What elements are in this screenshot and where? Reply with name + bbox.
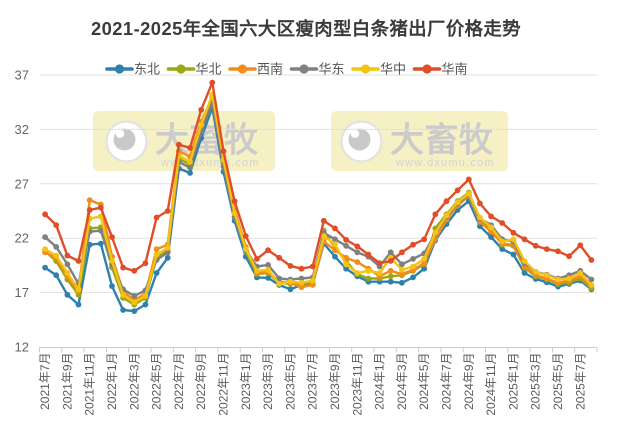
svg-text:2024年5月: 2024年5月 bbox=[417, 353, 431, 410]
svg-text:2025年3月: 2025年3月 bbox=[529, 353, 543, 410]
svg-text:华南: 华南 bbox=[442, 62, 468, 77]
svg-text:2023年5月: 2023年5月 bbox=[283, 353, 297, 410]
svg-text:12: 12 bbox=[15, 340, 29, 355]
svg-text:西南: 西南 bbox=[257, 62, 283, 77]
svg-text:37: 37 bbox=[15, 68, 29, 83]
svg-text:华东: 华东 bbox=[319, 62, 345, 77]
svg-text:2024年9月: 2024年9月 bbox=[462, 353, 476, 410]
svg-text:32: 32 bbox=[15, 122, 29, 137]
svg-text:华中: 华中 bbox=[380, 62, 406, 77]
svg-text:大畜牧: 大畜牧 bbox=[390, 121, 494, 160]
svg-text:2023年7月: 2023年7月 bbox=[306, 353, 320, 410]
svg-text:2023年1月: 2023年1月 bbox=[239, 353, 253, 410]
svg-text:2022年5月: 2022年5月 bbox=[150, 353, 164, 410]
svg-text:2022年11月: 2022年11月 bbox=[217, 353, 231, 416]
svg-text:2024年11月: 2024年11月 bbox=[484, 353, 498, 416]
svg-text:17: 17 bbox=[15, 285, 29, 300]
svg-text:2023年9月: 2023年9月 bbox=[328, 353, 342, 410]
svg-text:www.dxumu.com: www.dxumu.com bbox=[395, 157, 495, 169]
svg-text:2021年9月: 2021年9月 bbox=[60, 353, 74, 410]
svg-text:2021年11月: 2021年11月 bbox=[83, 353, 97, 416]
svg-text:2023年11月: 2023年11月 bbox=[350, 353, 364, 416]
svg-text:2024年1月: 2024年1月 bbox=[373, 353, 387, 410]
svg-text:大畜牧: 大畜牧 bbox=[155, 121, 259, 160]
svg-text:2024年3月: 2024年3月 bbox=[395, 353, 409, 410]
svg-text:华北: 华北 bbox=[196, 62, 222, 77]
svg-text:27: 27 bbox=[15, 176, 29, 191]
svg-text:2022年3月: 2022年3月 bbox=[127, 353, 141, 410]
svg-text:2022年9月: 2022年9月 bbox=[194, 353, 208, 410]
svg-text:2025年5月: 2025年5月 bbox=[551, 353, 565, 410]
svg-text:2025年7月: 2025年7月 bbox=[573, 353, 587, 410]
svg-text:2021-2025年全国六大区瘦肉型白条猪出厂价格走势: 2021-2025年全国六大区瘦肉型白条猪出厂价格走势 bbox=[91, 18, 521, 39]
svg-text:2021年7月: 2021年7月 bbox=[38, 353, 52, 410]
svg-text:东北: 东北 bbox=[134, 62, 160, 77]
svg-text:2022年1月: 2022年1月 bbox=[105, 353, 119, 410]
svg-text:2025年1月: 2025年1月 bbox=[506, 353, 520, 410]
svg-text:22: 22 bbox=[15, 231, 29, 246]
svg-text:2022年7月: 2022年7月 bbox=[172, 353, 186, 410]
svg-text:2024年7月: 2024年7月 bbox=[440, 353, 454, 410]
svg-text:2023年3月: 2023年3月 bbox=[261, 353, 275, 410]
